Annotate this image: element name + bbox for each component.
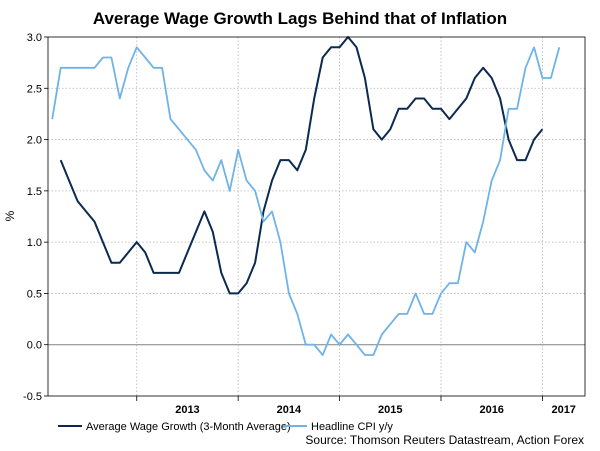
y-tick-label: -0.5 <box>23 391 42 403</box>
x-tick-label: 2014 <box>277 404 302 416</box>
y-tick-label: 2.0 <box>27 135 42 147</box>
y-tick-label: 3.0 <box>27 32 42 44</box>
chart-title: Average Wage Growth Lags Behind that of … <box>93 9 507 28</box>
legend-label-headline-cpi: Headline CPI y/y <box>311 421 393 433</box>
y-tick-label: 1.0 <box>27 237 42 249</box>
series-lines <box>51 36 561 356</box>
legend-label-wage-growth: Average Wage Growth (3-Month Average) <box>86 421 291 433</box>
y-axis-ticks: 3.0 2.5 2.0 1.5 1.0 0.5 0.0 -0.5 <box>23 32 48 403</box>
x-axis-ticks: 2013 2014 2015 2016 2017 <box>136 396 576 416</box>
y-axis-label: % <box>3 210 17 221</box>
y-tick-label: 1.5 <box>27 186 42 198</box>
x-tick-label: 2013 <box>175 404 199 416</box>
y-tick-label: 0.5 <box>27 288 42 300</box>
x-tick-label: 2017 <box>551 404 575 416</box>
source-note: Source: Thomson Reuters Datastream, Acti… <box>305 433 584 447</box>
plot-frame <box>47 36 586 397</box>
x-tick-label: 2016 <box>479 404 503 416</box>
series-line-headline-cpi <box>51 46 561 356</box>
x-tick-label: 2015 <box>378 404 402 416</box>
y-tick-label: 0.0 <box>27 340 42 352</box>
grid-lines <box>48 37 585 396</box>
series-line-wage-growth <box>59 36 544 295</box>
y-tick-label: 2.5 <box>27 83 42 95</box>
legend: Average Wage Growth (3-Month Average) He… <box>58 421 393 433</box>
